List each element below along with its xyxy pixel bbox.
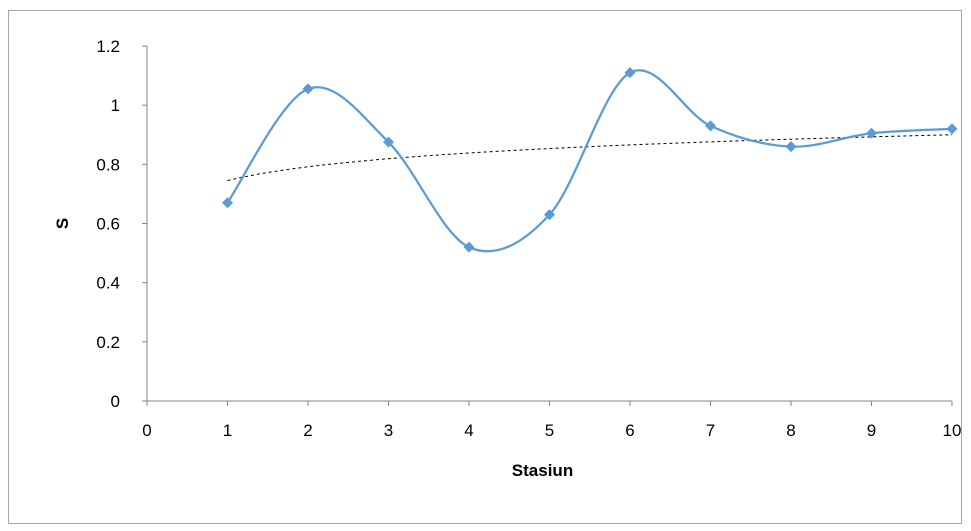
y-tick-label: 0.8 [96, 155, 120, 174]
x-axis-label: Stasiun [512, 461, 573, 480]
data-point-marker [544, 209, 555, 221]
axes [146, 46, 952, 402]
data-point-marker [222, 197, 233, 209]
y-axis-label: S [53, 218, 72, 229]
trendline [227, 134, 953, 182]
series-line [226, 69, 953, 253]
x-tick-label: 7 [706, 421, 715, 440]
data-point-marker [302, 83, 314, 95]
x-tick-label: 0 [142, 421, 151, 440]
x-axis-ticks: 0 1 2 3 4 5 6 7 8 9 10 [142, 401, 961, 440]
x-tick-label: 1 [223, 421, 232, 440]
x-tick-label: 4 [464, 421, 473, 440]
y-tick-label: 0.6 [96, 215, 120, 234]
y-tick-label: 0.2 [96, 333, 120, 352]
data-point-marker [463, 241, 475, 253]
x-tick-label: 6 [625, 421, 634, 440]
x-tick-label: 9 [867, 421, 876, 440]
x-tick-label: 2 [303, 421, 312, 440]
x-tick-label: 8 [786, 421, 795, 440]
x-tick-label: 10 [943, 421, 962, 440]
y-axis-ticks: 0 0.2 0.4 0.6 0.8 1 1.2 [96, 37, 147, 411]
x-tick-label: 3 [384, 421, 393, 440]
data-point-marker [383, 136, 394, 148]
y-tick-label: 1.2 [96, 37, 120, 56]
data-point-marker [946, 123, 958, 135]
chart-frame [8, 10, 962, 524]
x-tick-label: 5 [545, 421, 554, 440]
data-point-marker [866, 127, 877, 139]
y-tick-label: 0.4 [96, 274, 120, 293]
series-markers [222, 67, 958, 253]
data-point-marker [705, 120, 716, 132]
y-tick-label: 1 [111, 96, 120, 115]
y-tick-label: 0 [111, 392, 120, 411]
data-point-marker [785, 141, 797, 153]
data-point-marker [624, 67, 636, 79]
